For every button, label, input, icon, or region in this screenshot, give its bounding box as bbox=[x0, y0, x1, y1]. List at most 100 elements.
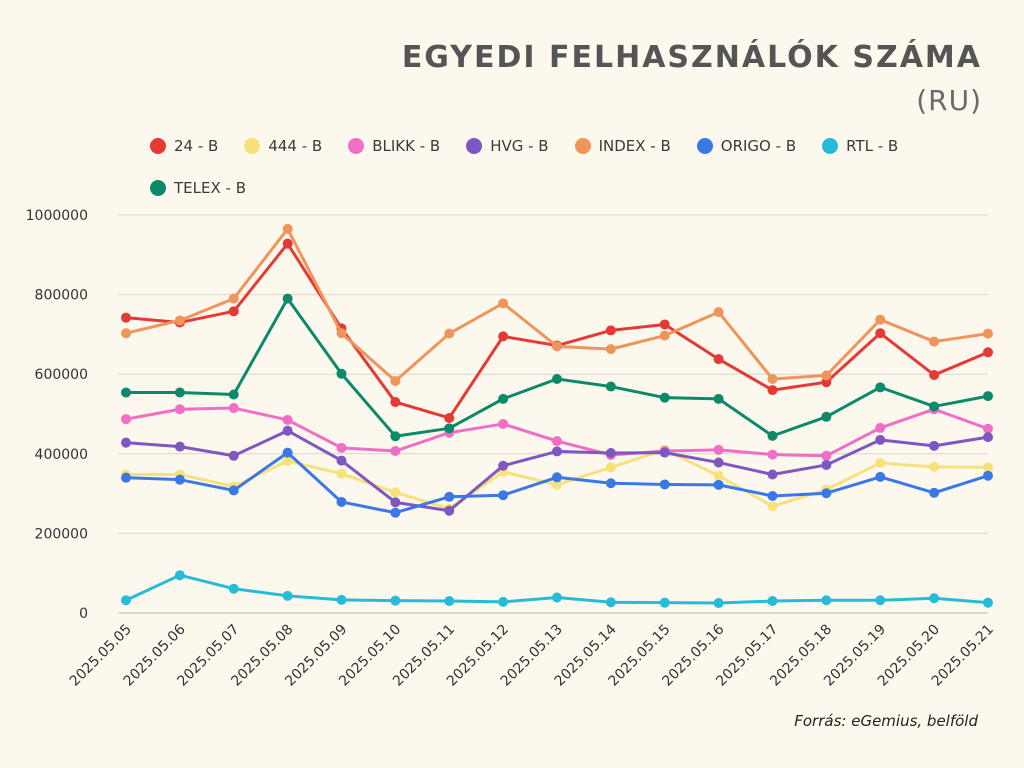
chart-subtitle: (RU) bbox=[916, 84, 982, 117]
data-point bbox=[983, 328, 993, 339]
legend-label: HVG - B bbox=[490, 137, 549, 155]
data-point bbox=[821, 411, 832, 422]
data-point bbox=[174, 315, 185, 326]
data-point bbox=[121, 437, 131, 448]
data-point bbox=[282, 293, 293, 304]
chart-title: EGYEDI FELHASZNÁLÓK SZÁMA bbox=[401, 40, 982, 75]
series-origo-b bbox=[121, 447, 993, 518]
series-rtl-b bbox=[121, 570, 993, 609]
data-point bbox=[121, 387, 131, 398]
data-point bbox=[605, 478, 616, 489]
legend-item: INDEX - B bbox=[574, 136, 671, 156]
data-point bbox=[498, 331, 509, 342]
data-point bbox=[444, 491, 455, 502]
data-point bbox=[174, 474, 185, 485]
legend-label: RTL - B bbox=[846, 137, 899, 155]
data-point bbox=[552, 373, 562, 384]
legend-marker-icon bbox=[244, 138, 261, 154]
legend-marker-icon bbox=[574, 138, 591, 154]
data-point bbox=[605, 344, 616, 355]
data-point bbox=[228, 485, 239, 496]
data-point bbox=[390, 397, 401, 408]
data-point bbox=[444, 505, 455, 516]
data-point bbox=[444, 412, 455, 423]
legend-label: BLIKK - B bbox=[372, 137, 441, 155]
data-point bbox=[498, 460, 509, 471]
data-point bbox=[605, 597, 616, 608]
data-point bbox=[659, 597, 670, 608]
legend-item: 444 - B bbox=[244, 136, 322, 156]
series-hvg-b bbox=[121, 425, 993, 516]
data-point bbox=[875, 314, 886, 325]
legend-item: BLIKK - B bbox=[348, 136, 440, 156]
data-point bbox=[552, 446, 562, 457]
data-point bbox=[228, 450, 239, 461]
legend-item: HVG - B bbox=[466, 136, 549, 156]
data-point bbox=[821, 488, 832, 499]
data-point bbox=[121, 328, 131, 339]
data-point bbox=[605, 462, 616, 473]
legend-label: 24 - B bbox=[174, 137, 219, 155]
data-point bbox=[282, 447, 293, 458]
data-point bbox=[228, 389, 239, 400]
data-point bbox=[713, 479, 724, 490]
data-point bbox=[390, 507, 401, 518]
data-point bbox=[228, 583, 239, 594]
data-point bbox=[983, 347, 993, 358]
data-point bbox=[336, 328, 347, 339]
legend-label: INDEX - B bbox=[598, 137, 671, 155]
data-point bbox=[767, 430, 778, 441]
data-point bbox=[713, 354, 724, 365]
data-point bbox=[767, 449, 778, 460]
data-point bbox=[444, 328, 455, 339]
data-point bbox=[821, 370, 832, 381]
data-point bbox=[498, 393, 509, 404]
data-point bbox=[174, 404, 185, 415]
data-point bbox=[713, 307, 724, 318]
data-point bbox=[552, 472, 562, 483]
data-point bbox=[498, 418, 509, 429]
legend-marker-icon bbox=[348, 138, 365, 154]
data-point bbox=[983, 462, 993, 473]
data-point bbox=[659, 479, 670, 490]
data-point bbox=[713, 598, 724, 609]
y-tick-label: 400000 bbox=[35, 447, 88, 463]
legend-label: TELEX - B bbox=[174, 179, 246, 197]
data-point bbox=[336, 442, 347, 453]
data-point bbox=[929, 487, 940, 498]
data-point bbox=[336, 594, 347, 605]
series-line bbox=[124, 297, 990, 438]
data-point bbox=[228, 403, 239, 414]
data-point bbox=[282, 414, 293, 425]
data-point bbox=[444, 423, 455, 434]
data-point bbox=[767, 469, 778, 480]
data-point bbox=[444, 596, 455, 607]
data-point bbox=[121, 472, 131, 483]
data-point bbox=[767, 385, 778, 396]
data-point bbox=[875, 457, 886, 468]
legend-marker-icon bbox=[696, 138, 713, 154]
legend-item: 24 - B bbox=[150, 136, 218, 156]
data-point bbox=[498, 490, 509, 501]
data-point bbox=[390, 375, 401, 386]
data-point bbox=[498, 298, 509, 309]
data-point bbox=[121, 595, 131, 606]
legend-marker-icon bbox=[822, 138, 839, 154]
data-point bbox=[498, 596, 509, 607]
data-point bbox=[174, 441, 185, 452]
data-point bbox=[605, 325, 616, 336]
data-point bbox=[875, 434, 886, 445]
legend-marker-icon bbox=[150, 138, 166, 154]
legend-item: ORIGO - B bbox=[696, 136, 796, 156]
data-point bbox=[929, 401, 940, 412]
y-tick-label: 1000000 bbox=[26, 208, 88, 224]
data-point bbox=[713, 393, 724, 404]
data-point bbox=[605, 381, 616, 392]
data-point bbox=[282, 590, 293, 601]
series-24-b bbox=[121, 238, 993, 423]
data-point bbox=[767, 596, 778, 607]
data-point bbox=[121, 414, 131, 425]
data-point bbox=[390, 497, 401, 508]
data-point bbox=[983, 423, 993, 434]
